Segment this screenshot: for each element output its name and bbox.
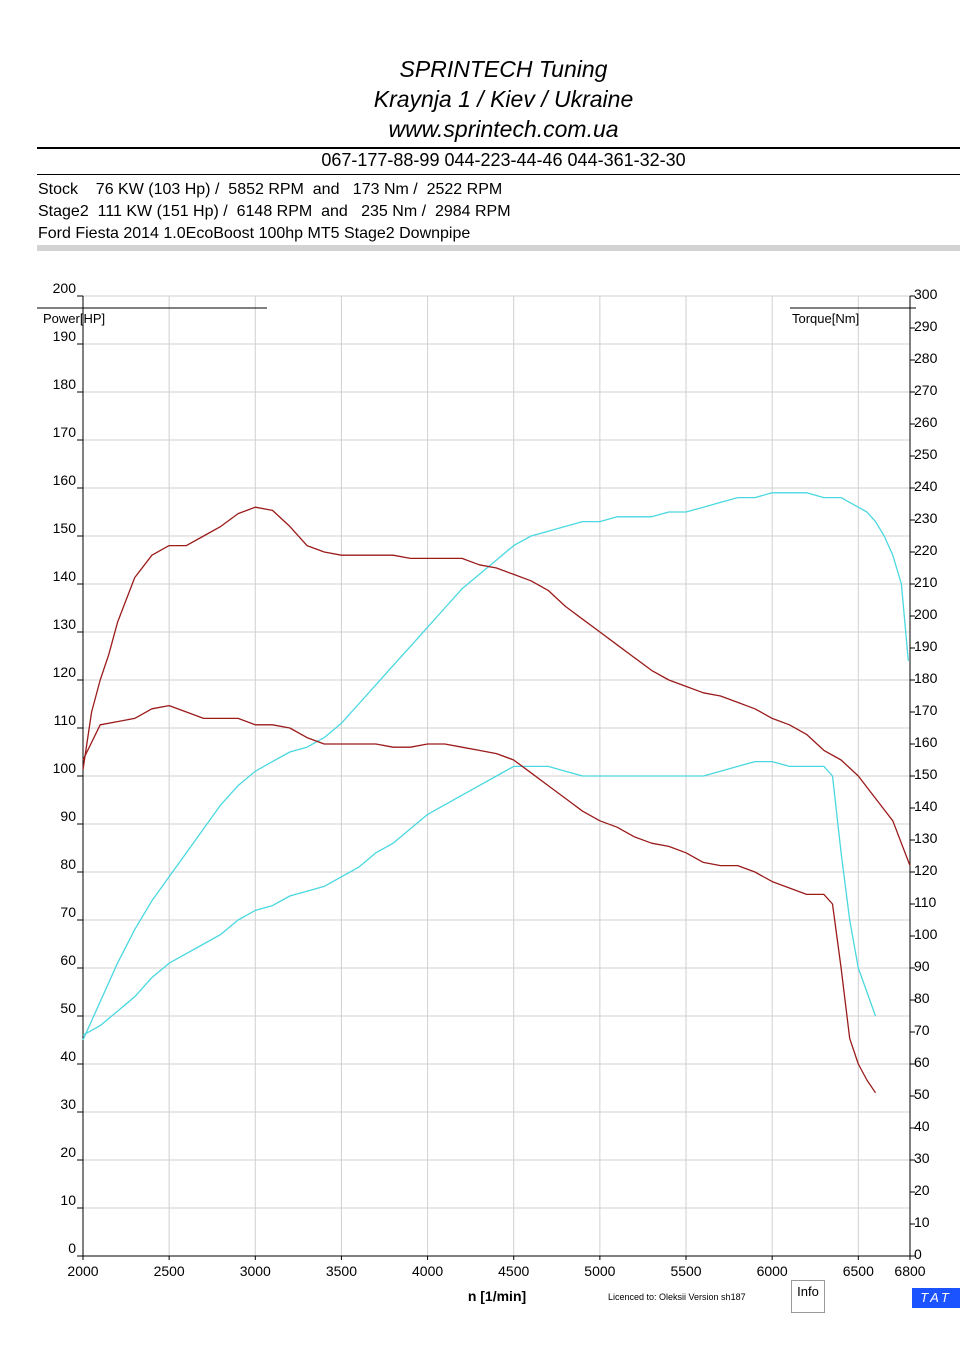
x-tick-label: 4500	[498, 1263, 529, 1279]
y-tick-label-right: 90	[914, 958, 930, 974]
y-tick-label-right: 270	[914, 382, 938, 398]
series-line-4	[82, 704, 877, 1094]
y-tick-label-right: 240	[914, 478, 938, 494]
x-tick-label: 6500	[843, 1263, 874, 1279]
x-tick-label: 6800	[894, 1263, 925, 1279]
y-tick-label-right: 80	[914, 990, 930, 1006]
x-tick-label: 5000	[584, 1263, 615, 1279]
y-tick-label-left: 40	[60, 1048, 76, 1064]
x-tick-label: 3000	[240, 1263, 271, 1279]
y-tick-label-left: 190	[53, 328, 77, 344]
y-tick-label-right: 220	[914, 542, 938, 558]
y-tick-label-right: 250	[914, 446, 938, 462]
y-tick-label-right: 40	[914, 1118, 930, 1134]
x-tick-label: 5500	[670, 1263, 701, 1279]
header-website: www.sprintech.com.ua	[388, 116, 619, 142]
y-tick-label-right: 30	[914, 1150, 930, 1166]
x-tick-label: 4000	[412, 1263, 443, 1279]
y-tick-label-right: 50	[914, 1086, 930, 1102]
y-tick-label-left: 90	[60, 808, 76, 824]
y-tick-label-left: 120	[53, 664, 77, 680]
header-address: Kraynja 1 / Kiev / Ukraine	[373, 86, 634, 112]
x-tick-label: 6000	[757, 1263, 788, 1279]
y-tick-label-right: 200	[914, 606, 938, 622]
y-tick-label-left: 140	[53, 568, 77, 584]
y-tick-label-left: 180	[53, 376, 77, 392]
header-phones: 067-177-88-99 044-223-44-46 044-361-32-3…	[321, 150, 686, 170]
y-tick-label-right: 180	[914, 670, 938, 686]
summary-stage2: Stage2 111 KW (151 Hp) / 6148 RPM and 23…	[38, 203, 511, 220]
y-tick-label-right: 70	[914, 1022, 930, 1038]
y-tick-label-right: 130	[914, 830, 938, 846]
y-tick-label-right: 110	[914, 894, 937, 910]
y-axis-label-left: Power[HP]	[43, 311, 105, 326]
tat-badge: TAT	[912, 1288, 960, 1308]
y-tick-label-left: 50	[60, 1000, 76, 1016]
y-tick-label-left: 100	[53, 760, 77, 776]
y-tick-label-left: 130	[53, 616, 77, 632]
y-tick-label-left: 170	[53, 424, 77, 440]
y-tick-label-right: 100	[914, 926, 938, 942]
y-tick-label-left: 80	[60, 856, 76, 872]
y-tick-label-left: 10	[60, 1192, 76, 1208]
chart-labels: 0102030405060708090100110120130140150160…	[53, 280, 938, 1279]
series-line-1	[82, 492, 909, 1041]
x-tick-label: 2000	[67, 1263, 98, 1279]
y-tick-label-right: 120	[914, 862, 938, 878]
x-tick-label: 2500	[154, 1263, 185, 1279]
y-tick-label-left: 0	[68, 1240, 76, 1256]
y-axis-label-right: Torque[Nm]	[792, 311, 859, 326]
series-line-2	[82, 760, 877, 1036]
y-tick-label-right: 280	[914, 350, 938, 366]
y-tick-label-left: 110	[54, 712, 77, 728]
y-tick-label-right: 0	[914, 1246, 922, 1262]
y-tick-label-left: 20	[60, 1144, 76, 1160]
y-tick-label-right: 300	[914, 286, 938, 302]
y-tick-label-right: 150	[914, 766, 938, 782]
y-tick-label-right: 260	[914, 414, 938, 430]
chart-series	[82, 492, 911, 1094]
y-tick-label-right: 20	[914, 1182, 930, 1198]
y-tick-label-right: 170	[914, 702, 938, 718]
y-tick-label-right: 230	[914, 510, 938, 526]
y-tick-label-right: 210	[914, 574, 938, 590]
y-tick-label-left: 70	[60, 904, 76, 920]
y-tick-label-right: 140	[914, 798, 938, 814]
chart-ticks	[77, 295, 915, 1260]
summary-car: Ford Fiesta 2014 1.0EcoBoost 100hp MT5 S…	[38, 225, 471, 242]
y-tick-label-left: 160	[53, 472, 77, 488]
x-axis-label: n [1/min]	[468, 1288, 526, 1304]
y-tick-label-right: 290	[914, 318, 938, 334]
y-tick-label-right: 60	[914, 1054, 930, 1070]
phones-rule	[37, 174, 960, 175]
license-text: Licenced to: Oleksii Version sh187	[608, 1292, 746, 1302]
y-tick-label-right: 190	[914, 638, 938, 654]
y-tick-label-right: 160	[914, 734, 938, 750]
summary-stock: Stock 76 KW (103 Hp) / 5852 RPM and 173 …	[38, 181, 503, 198]
info-button[interactable]: Info	[791, 1280, 825, 1313]
header-title: SPRINTECH Tuning	[399, 56, 608, 82]
y-tick-label-right: 10	[914, 1214, 930, 1230]
header-rule	[37, 147, 960, 149]
y-tick-label-left: 150	[53, 520, 77, 536]
y-tick-label-left: 30	[60, 1096, 76, 1112]
y-tick-label-left: 200	[53, 280, 77, 296]
series-line-3	[82, 506, 911, 866]
x-tick-label: 3500	[326, 1263, 357, 1279]
y-tick-label-left: 60	[60, 952, 76, 968]
summary-divider	[37, 245, 960, 251]
